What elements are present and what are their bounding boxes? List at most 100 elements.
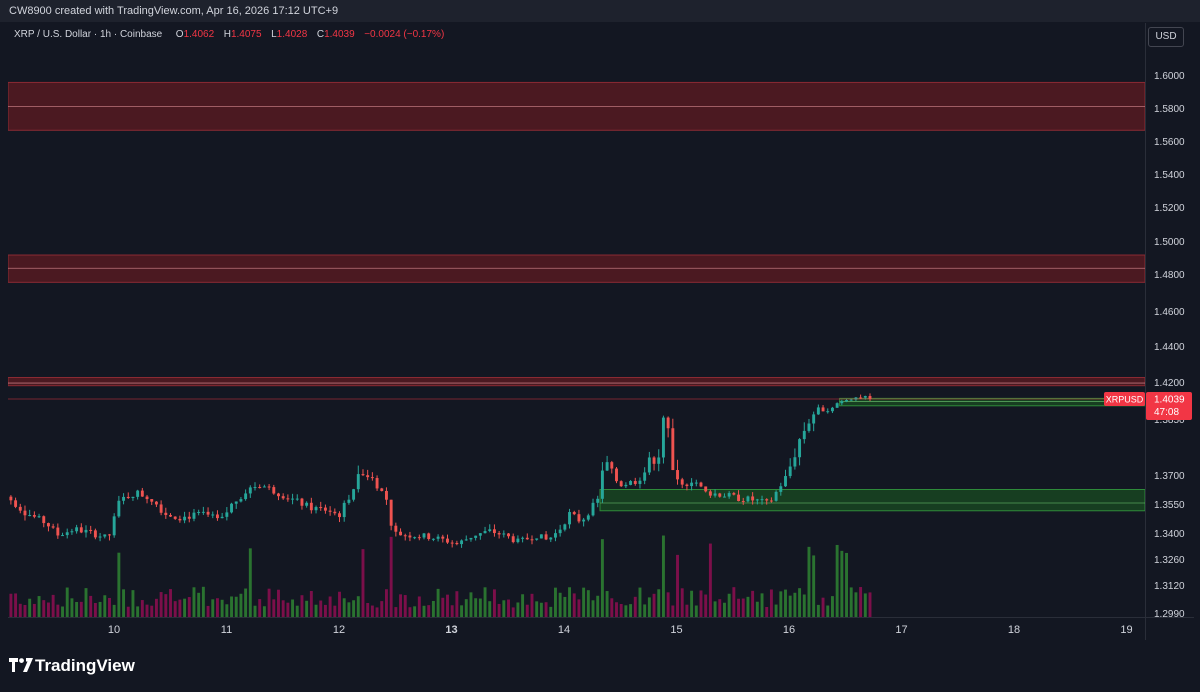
- candle-body: [79, 527, 83, 533]
- volume-bar: [136, 606, 140, 617]
- volume-bar: [300, 595, 304, 617]
- candle-body: [244, 493, 248, 500]
- low-label: L: [271, 29, 277, 40]
- open-label: O: [175, 29, 184, 40]
- y-tick-label: 1.3120: [1154, 581, 1185, 592]
- candle-body: [591, 502, 595, 516]
- volume-bar: [431, 600, 435, 617]
- volume-bar: [704, 594, 708, 617]
- volume-bar: [239, 593, 243, 617]
- y-tick-label: 1.4800: [1154, 270, 1185, 281]
- candle-body: [483, 531, 487, 534]
- candle-body: [859, 397, 863, 399]
- candle-body: [830, 407, 834, 412]
- volume-bar: [530, 593, 534, 617]
- volume-bar: [723, 602, 726, 617]
- volume-bar: [61, 606, 64, 617]
- volume-bar: [370, 605, 374, 617]
- candle-body: [230, 503, 233, 513]
- volume-bar: [713, 601, 717, 617]
- open-value: 1.4062: [183, 29, 215, 40]
- price-chart[interactable]: 1.6000 1.5800 1.5600 1.5400 1.5200 1.5000 1.48…: [8, 23, 1194, 640]
- y-tick-label: 1.3850: [1154, 415, 1185, 426]
- volume-bar: [516, 602, 520, 617]
- candle-body: [600, 470, 604, 499]
- candle-body: [737, 494, 741, 502]
- volume-bar: [272, 599, 276, 617]
- candle-body: [521, 537, 525, 539]
- volume-bar: [812, 555, 816, 617]
- volume-bar: [413, 606, 417, 617]
- candle-body: [652, 457, 656, 464]
- candle-body: [394, 525, 398, 532]
- volume-bar: [685, 604, 689, 617]
- candle-body: [455, 542, 459, 545]
- volume-bar: [633, 596, 637, 617]
- volume-bar: [610, 598, 614, 617]
- volume-bar: [497, 603, 501, 617]
- candle-body: [605, 462, 609, 471]
- close-value: 1.4039: [324, 29, 355, 40]
- candle-body: [408, 535, 412, 538]
- volume-bar: [215, 598, 219, 617]
- volume-bar: [539, 602, 543, 617]
- candle-body: [333, 511, 337, 514]
- candle-body: [28, 515, 32, 517]
- volume-bar: [784, 589, 787, 617]
- candle-body: [516, 538, 520, 543]
- volume-bar: [206, 605, 210, 617]
- volume-bar: [798, 588, 802, 617]
- candle-body: [577, 514, 581, 522]
- volume-bar: [286, 602, 290, 617]
- volume-bar: [755, 601, 759, 617]
- candle-body: [347, 499, 351, 503]
- candle-body: [436, 536, 440, 539]
- candle-body: [18, 506, 22, 511]
- candle-body: [723, 496, 726, 498]
- candle-body: [835, 403, 839, 408]
- candle-body: [375, 478, 379, 489]
- candle-body: [131, 496, 135, 499]
- candle-body: [657, 457, 661, 464]
- candle-body: [108, 534, 111, 536]
- candle-body: [145, 496, 149, 500]
- volume-bar: [446, 594, 449, 617]
- candle-body: [136, 490, 140, 497]
- candle-body: [356, 474, 360, 490]
- candle-body: [277, 493, 280, 497]
- volume-bar: [732, 587, 736, 617]
- zone-demand-3: [839, 397, 1146, 407]
- volume-bar: [319, 600, 323, 617]
- volume-bar: [197, 592, 201, 617]
- volume-bar: [544, 602, 548, 617]
- volume-bar: [89, 595, 93, 617]
- volume-bar: [802, 594, 806, 617]
- volume-bar: [328, 596, 332, 617]
- volume-bar: [56, 604, 60, 617]
- candle-body: [666, 417, 670, 429]
- volume-bar: [192, 587, 196, 617]
- x-tick-label: 17: [895, 624, 907, 636]
- volume-bar: [830, 596, 834, 617]
- candle-body: [446, 538, 449, 543]
- volume-bar: [535, 601, 539, 617]
- chart-pane[interactable]: 1.6000 1.5800 1.5600 1.5400 1.5200 1.5000 1.48…: [8, 23, 1194, 640]
- candle-body: [441, 536, 445, 539]
- volume-bar: [145, 604, 149, 617]
- candle-body: [65, 532, 69, 536]
- currency-button[interactable]: USD: [1148, 27, 1184, 47]
- candle-body: [220, 516, 224, 519]
- volume-bar: [746, 596, 750, 617]
- candle-body: [328, 510, 332, 512]
- volume-bar: [262, 606, 266, 617]
- y-tick-label: 1.4600: [1154, 307, 1185, 318]
- candle-body: [511, 536, 515, 543]
- candle-body: [385, 490, 388, 500]
- volume-bar: [652, 593, 656, 617]
- volume-bar: [699, 590, 703, 617]
- volume-bar: [234, 596, 238, 617]
- zone-demand-4: [599, 489, 1146, 512]
- volume-bar: [309, 590, 313, 617]
- volume-bar: [478, 598, 482, 617]
- candle-body: [450, 542, 454, 544]
